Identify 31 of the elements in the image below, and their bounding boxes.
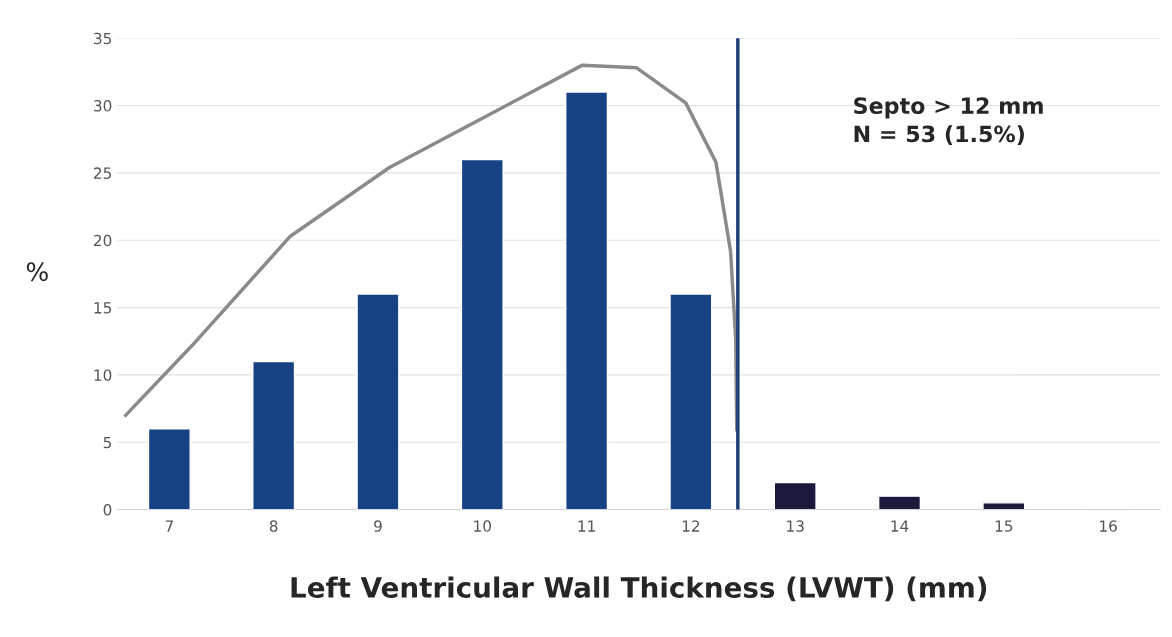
x-tick-label: 14: [891, 520, 909, 532]
x-tick-label: 15: [995, 520, 1013, 532]
y-tick-label: 30: [94, 100, 112, 112]
x-tick-label: 7: [165, 520, 173, 532]
y-tick-label: 25: [94, 167, 111, 179]
y-tick-label: 35: [94, 32, 111, 45]
x-axis-title: Left Ventricular Wall Thickness (LVWT) (mm): [291, 576, 987, 602]
bar: [565, 91, 609, 510]
x-tick-label: 10: [474, 520, 491, 532]
x-tick-label: 16: [1100, 520, 1117, 532]
bar: [252, 360, 296, 510]
bar: [982, 502, 1026, 510]
bar: [773, 481, 817, 510]
y-tick-label: 15: [94, 302, 111, 314]
y-tick-label: 10: [94, 369, 112, 381]
y-tick-label: 0: [103, 504, 112, 516]
x-tick-label: 13: [787, 520, 804, 532]
bar: [669, 293, 713, 510]
y-axis-title: %: [26, 262, 48, 282]
annotation: Septo > 12 mm N = 53 (1.5%): [854, 97, 1043, 145]
x-tick-label: 9: [374, 520, 382, 532]
y-tick-label: 5: [103, 436, 111, 449]
line-series: [123, 63, 739, 432]
x-tick-label: 8: [269, 520, 278, 532]
x-tick-label: 12: [682, 520, 700, 532]
bar: [460, 158, 504, 510]
bar: [356, 293, 400, 510]
bar: [877, 495, 922, 510]
y-tick-label: 20: [94, 234, 112, 247]
bar: [147, 428, 191, 510]
x-tick-label: 11: [578, 520, 595, 532]
